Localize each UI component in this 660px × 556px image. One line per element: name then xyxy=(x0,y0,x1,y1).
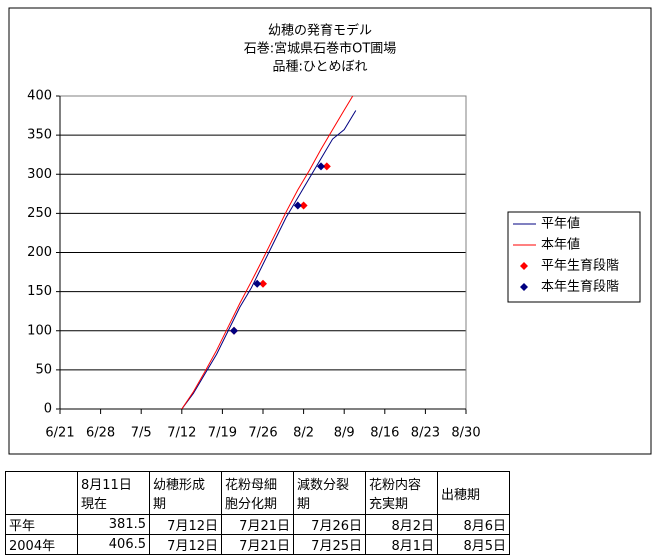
chart-title: 幼穂の発育モデル xyxy=(268,23,372,39)
y-tick-label: 300 xyxy=(27,167,52,182)
legend-box xyxy=(507,211,641,303)
header-line: 8月11日 xyxy=(81,478,132,493)
header-cell: 花粉内容 充実期 xyxy=(365,471,438,515)
header-cell: 幼穂形成期 xyxy=(149,471,222,515)
table-cell: 2004年 xyxy=(5,534,78,555)
header-line: 出穂期 xyxy=(441,487,481,503)
header-row: 8月11日 現在 幼穂形成期花粉母細 胞分化期 減数分裂期花粉内容 充実期 出穂期 xyxy=(5,471,510,515)
stage-point xyxy=(253,279,262,288)
y-tick-label: 400 xyxy=(27,89,52,104)
x-tick-label: 7/19 xyxy=(208,426,237,441)
table-cell: 8月6日 xyxy=(437,514,510,535)
plot-content xyxy=(181,96,357,409)
table-cell: 7月26日 xyxy=(293,514,366,535)
table-cell: 7月12日 xyxy=(149,514,222,535)
y-tick-label: 150 xyxy=(27,284,52,299)
table-cell: 8月1日 xyxy=(365,534,438,555)
header-cell: 花粉母細 胞分化期 xyxy=(221,471,294,515)
header-line: 胞分化期 xyxy=(225,497,278,512)
header-line: 減数分裂 xyxy=(297,478,350,493)
summary-table: 8月11日 現在 幼穂形成期花粉母細 胞分化期 減数分裂期花粉内容 充実期 出穂期 平年 381… xyxy=(5,471,510,555)
x-tick-label: 8/2 xyxy=(293,426,314,441)
legend-marker xyxy=(520,262,528,270)
table-cell: 406.5 xyxy=(77,534,150,555)
x-tick-label: 7/12 xyxy=(167,426,196,441)
table-cell: 7月21日 xyxy=(221,514,294,535)
header-line: 花粉内容 xyxy=(369,478,422,493)
header-cell: 出穂期 xyxy=(437,471,510,515)
table-cell: 8月2日 xyxy=(365,514,438,535)
x-tick-label: 8/30 xyxy=(451,426,480,441)
y-tick-label: 250 xyxy=(27,206,52,221)
stage-point xyxy=(322,162,331,171)
x-tick-label: 6/28 xyxy=(86,426,115,441)
x-tick-label: 8/23 xyxy=(411,426,440,441)
y-tick-label: 200 xyxy=(27,245,52,260)
stage-point xyxy=(259,279,267,288)
table-cell: 381.5 xyxy=(77,514,150,535)
header-line: 充実期 xyxy=(369,497,409,512)
table-row: 平年 381.5 7月12日 7月21日 7月26日 8月2日 8月6日 xyxy=(5,514,510,535)
header-cell: 減数分裂期 xyxy=(293,471,366,515)
stage-point xyxy=(317,162,325,171)
table-cell: 8月5日 xyxy=(437,534,510,555)
legend-marker xyxy=(520,283,528,291)
table-cell: 7月12日 xyxy=(149,534,222,555)
x-tick-label: 7/5 xyxy=(131,426,152,441)
y-tick-label: 50 xyxy=(35,362,52,377)
legend-label: 本年生育段階 xyxy=(541,279,619,295)
legend-label: 本年値 xyxy=(541,237,580,253)
table-row: 2004年 406.5 7月12日 7月21日 7月25日 8月1日 8月5日 xyxy=(5,534,510,555)
header-line: 現在 xyxy=(81,497,108,512)
chart-title: 石巻:宮城県石巻市OT圃場 xyxy=(244,41,397,57)
header-cell xyxy=(5,471,78,515)
stage-point xyxy=(299,201,308,210)
chart-title: 品種:ひとめぼれ xyxy=(273,59,368,75)
x-tick-label: 8/16 xyxy=(370,426,399,441)
y-tick-label: 0 xyxy=(44,402,52,417)
header-line: 花粉母細 xyxy=(225,478,278,493)
series-line xyxy=(181,96,354,409)
header-line: 幼穂形成 xyxy=(153,478,206,493)
series-line xyxy=(181,110,357,409)
header-line: 期 xyxy=(153,497,167,512)
header-line: 期 xyxy=(297,497,311,512)
table-cell: 平年 xyxy=(5,514,78,535)
legend-label: 平年生育段階 xyxy=(541,258,619,274)
x-tick-label: 6/21 xyxy=(45,426,74,441)
y-tick-label: 100 xyxy=(27,323,52,338)
x-tick-label: 7/26 xyxy=(248,426,277,441)
y-tick-label: 350 xyxy=(27,128,52,143)
table-cell: 7月25日 xyxy=(293,534,366,555)
table-cell: 7月21日 xyxy=(221,534,294,555)
stage-point xyxy=(293,201,302,210)
header-cell: 8月11日現在 xyxy=(77,471,150,515)
stage-point xyxy=(230,326,238,335)
legend-label: 平年値 xyxy=(541,216,580,232)
x-tick-label: 8/9 xyxy=(334,426,355,441)
